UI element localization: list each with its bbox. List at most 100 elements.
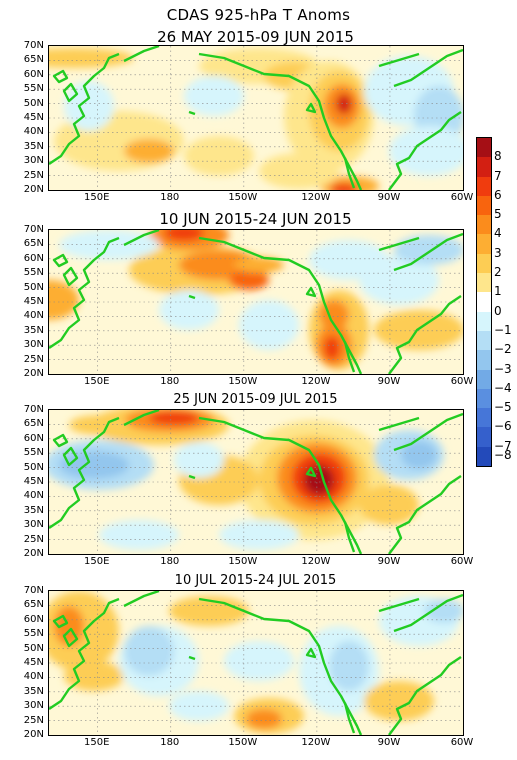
colorbar-segment [477,215,491,235]
anomaly-region [389,126,463,176]
latitude-label: 35N [23,685,44,697]
anomaly-map-4 [48,590,464,736]
anomaly-region [99,520,179,550]
latitude-label: 50N [23,461,44,473]
latitude-label: 65N [23,54,44,66]
anomaly-map-3 [48,409,464,555]
latitude-label: 40N [23,671,44,683]
longitude-label: 180 [160,376,180,387]
latitude-label: 60N [23,432,44,444]
latitude-label: 25N [23,714,44,726]
colorbar-label: 1 [494,284,502,299]
latitude-label: 45N [23,112,44,123]
latitude-label: 70N [23,40,44,51]
colorbar-segment [477,350,491,371]
colorbar-label: 4 [494,226,502,241]
anomaly-region [246,709,282,729]
colorbar-label: 8 [494,149,502,164]
longitude-label: 90W [377,737,401,748]
anomaly-region [330,183,358,190]
latitude-label: 55N [23,83,44,95]
longitude-label: 120W [301,556,331,567]
latitude-label: 30N [23,339,44,351]
latitude-label: 50N [23,281,44,293]
colorbar-label: 2 [494,265,502,280]
colorbar [476,137,492,467]
longitude-label: 60W [450,556,474,567]
longitude-label: 90W [377,376,401,387]
colorbar-label: 3 [494,245,502,260]
latitude-label: 40N [23,126,44,138]
colorbar-segment [477,408,491,428]
latitude-label: 40N [23,490,44,502]
latitude-label: 70N [23,585,44,596]
longitude-label: 120W [301,737,331,748]
anomaly-region [64,661,124,691]
latitude-label: 70N [23,404,44,415]
colorbar-segment [477,253,491,274]
latitude-label: 45N [23,476,44,487]
latitude-label: 35N [23,324,44,336]
longitude-label: 180 [160,556,180,567]
colorbar-label: 0 [494,303,502,318]
anomaly-region [169,596,249,626]
anomaly-map-2 [48,229,464,375]
latitude-label: 65N [23,599,44,611]
latitude-label: 65N [23,238,44,250]
anomaly-region [359,255,439,305]
latitude-label: 55N [23,628,44,640]
colorbar-segment [477,273,491,293]
latitude-label: 25N [23,533,44,545]
longitude-label: 90W [377,192,401,203]
anomaly-region [224,641,294,681]
latitude-label: 25N [23,169,44,181]
longitude-label: 150E [84,376,110,387]
latitude-label: 50N [23,642,44,654]
coastlines [49,591,463,735]
anomaly-region [149,411,199,425]
colorbar-segment [477,176,491,197]
panel-title-4: 10 JUL 2015-24 JUL 2015 [174,573,337,588]
anomaly-region [324,336,340,360]
longitude-label: 60W [450,192,474,203]
panel-title-1: 26 MAY 2015-09 JUN 2015 [157,28,354,46]
latitude-label: 25N [23,353,44,365]
colorbar-label: −6 [494,419,512,434]
anomaly-region [219,520,299,550]
colorbar-label: −5 [494,400,512,415]
anomaly-region [424,599,463,623]
longitude-label: 150W [228,556,258,567]
longitude-label: 120W [301,376,331,387]
latitude-label: 40N [23,310,44,322]
anomaly-region [164,230,204,241]
longitude-label: 150E [84,192,110,203]
longitude-label: 60W [450,737,474,748]
anomaly-region [239,300,299,350]
longitude-label: 150W [228,737,258,748]
latitude-label: 45N [23,657,44,668]
anomaly-region [174,442,224,478]
anomaly-region [124,626,174,676]
anomaly-region [184,76,244,116]
colorbar-segment [477,292,491,313]
latitude-label: 50N [23,97,44,109]
colorbar-segment [477,446,491,467]
latitude-label: 60N [23,68,44,80]
longitude-label: 150E [84,737,110,748]
longitude-label: 90W [377,556,401,567]
latitude-label: 30N [23,700,44,712]
colorbar-label: 7 [494,168,502,183]
longitude-label: 150W [228,192,258,203]
latitude-label: 60N [23,252,44,264]
longitude-label: 60W [450,376,474,387]
latitude-label: 65N [23,418,44,430]
colorbar-segment [477,388,491,409]
longitude-label: 150W [228,376,258,387]
latitude-label: 60N [23,613,44,625]
colorbar-label: −2 [494,342,512,357]
anomaly-region [336,94,352,114]
latitude-label: 20N [23,729,44,740]
latitude-label: 20N [23,548,44,559]
colorbar-segment [477,369,491,390]
coastlines [49,410,463,554]
